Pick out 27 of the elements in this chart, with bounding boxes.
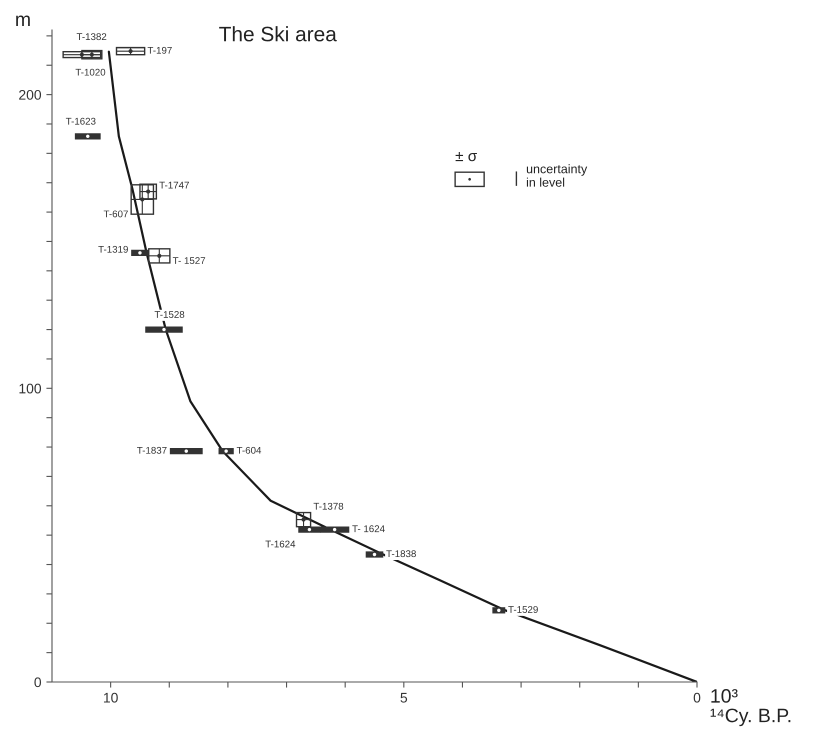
data-label: T-1623 <box>66 118 96 125</box>
data-label: T-1020 <box>76 68 106 76</box>
data-label: T-1319 <box>98 246 128 253</box>
data-label: T-604 <box>236 446 262 454</box>
data-label: T-1529 <box>508 606 538 613</box>
x-tick-label: 0 <box>694 692 700 703</box>
data-label: T- 1527 <box>172 257 206 264</box>
data-label: T-1528 <box>154 311 184 318</box>
annotation: ± σ <box>456 152 477 162</box>
data-label: T-1747 <box>159 182 189 188</box>
data-label: T-1624 <box>265 540 296 548</box>
x-tick-label: 10 <box>104 692 118 703</box>
data-label: T-1838 <box>386 550 416 558</box>
data-label: T-1382 <box>76 33 106 40</box>
y-axis-title: m <box>16 16 30 26</box>
x-axis-title: 10³ ¹⁴Cy. B.P. <box>710 689 790 726</box>
data-label: T-197 <box>148 46 172 54</box>
data-label: T-1378 <box>314 502 344 510</box>
data-label: T-1837 <box>137 446 167 454</box>
data-label: T- 1624 <box>352 525 385 532</box>
x-tick-label: 5 <box>400 692 408 703</box>
y-tick-label: 200 <box>19 90 42 100</box>
chart-title: The Ski area <box>219 26 337 42</box>
y-tick-label: 0 <box>34 677 42 688</box>
annotation: uncertainty in level <box>526 164 588 187</box>
y-tick-label: 100 <box>19 384 42 394</box>
data-label: T-607 <box>104 210 128 218</box>
